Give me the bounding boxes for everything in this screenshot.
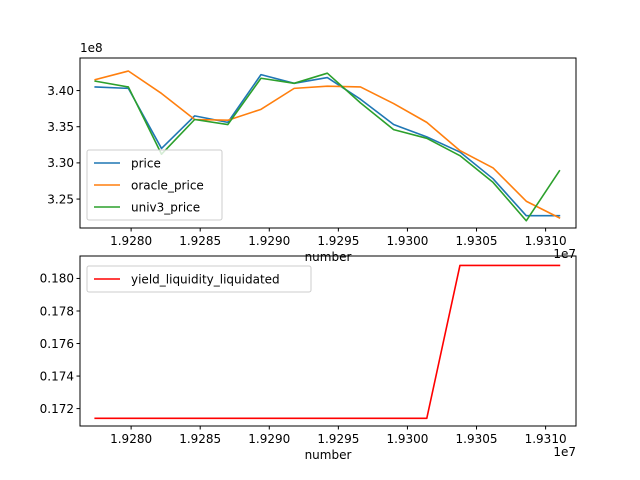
y-tick-label: 3.35 (47, 120, 74, 134)
legend: yield_liquidity_liquidated (86, 265, 312, 293)
y-tick-label: 0.180 (40, 272, 74, 286)
y-offset-label: 1e8 (80, 41, 103, 55)
legend-label: yield_liquidity_liquidated (131, 273, 280, 287)
x-tick-label: 1.9285 (179, 432, 221, 446)
y-tick-label: 0.176 (40, 337, 74, 351)
x-offset-label: 1e7 (553, 247, 576, 261)
chart-2: 1.9280 1.9285 1.9290 1.9295 1.9300 1.9305 1.93… (40, 255, 577, 462)
chart-1: 1.9280 1.9285 1.9290 1.9295 1.9300 1.9305 1.93… (47, 41, 577, 264)
y-tick-label: 0.178 (40, 304, 74, 318)
legend-label: oracle_price (131, 179, 204, 193)
x-tick-label: 1.9310 (525, 234, 567, 248)
x-tick-label: 1.9295 (317, 234, 359, 248)
legend: price oracle_price univ3_price (86, 149, 223, 221)
x-tick-label: 1.9295 (317, 432, 359, 446)
x-offset-label: 1e7 (553, 445, 576, 459)
y-tick-label: 0.174 (40, 369, 74, 383)
legend-box (86, 149, 223, 221)
y-tick-label: 3.25 (47, 192, 74, 206)
x-tick-label: 1.9310 (525, 432, 567, 446)
axes-frame (79, 57, 577, 229)
x-tick-label: 1.9290 (248, 234, 290, 248)
x-tick-label: 1.9300 (386, 432, 428, 446)
legend-box (86, 265, 312, 293)
x-tick-label: 1.9290 (248, 432, 290, 446)
legend-label: univ3_price (131, 201, 200, 215)
y-tick-label: 3.40 (47, 84, 74, 98)
y-tick-label: 0.172 (40, 402, 74, 416)
series-line-yield-liquidity-liquidated (94, 264, 561, 420)
x-axis-label: number (305, 250, 352, 264)
x-tick-label: 1.9280 (110, 432, 152, 446)
x-tick-label: 1.9305 (456, 234, 498, 248)
legend-label: price (131, 157, 161, 171)
x-axis-label: number (305, 448, 352, 462)
series-line-univ3-price (94, 72, 561, 222)
x-tick-label: 1.9285 (179, 234, 221, 248)
x-tick-label: 1.9305 (456, 432, 498, 446)
series-line-oracle-price (94, 70, 561, 219)
axes-frame (79, 255, 577, 427)
y-tick-label: 3.30 (47, 156, 74, 170)
x-tick-label: 1.9300 (386, 234, 428, 248)
series-line-price (94, 73, 561, 217)
x-tick-label: 1.9280 (110, 234, 152, 248)
